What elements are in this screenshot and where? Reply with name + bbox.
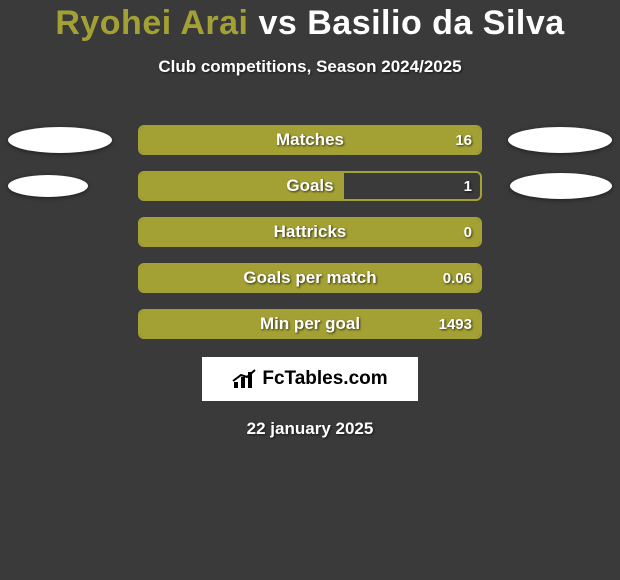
stat-label: Min per goal: [140, 311, 480, 337]
stat-value: 0.06: [443, 265, 472, 291]
logo-box[interactable]: FcTables.com: [202, 357, 418, 401]
stat-bar: Goals per match0.06: [138, 263, 482, 293]
stat-label: Hattricks: [140, 219, 480, 245]
vs-text: vs: [258, 4, 297, 42]
player2-blob: [510, 173, 612, 199]
page-title: Ryohei Arai vs Basilio da Silva: [0, 4, 620, 43]
stat-bar: Hattricks0: [138, 217, 482, 247]
stat-bar: Min per goal1493: [138, 309, 482, 339]
player2-name: Basilio da Silva: [307, 4, 564, 42]
stat-label: Matches: [140, 127, 480, 153]
stat-label: Goals per match: [140, 265, 480, 291]
stat-value: 1: [464, 173, 472, 199]
stat-row: Goals per match0.06: [0, 255, 620, 301]
logo-text: FcTables.com: [262, 368, 387, 390]
stat-row: Goals1: [0, 163, 620, 209]
stat-bar: Matches16: [138, 125, 482, 155]
stat-value: 1493: [439, 311, 472, 337]
stat-label: Goals: [140, 173, 480, 199]
bar-chart-icon: [232, 368, 258, 390]
stat-row: Hattricks0: [0, 209, 620, 255]
player1-blob: [8, 127, 112, 153]
player2-blob: [508, 127, 612, 153]
stat-bar: Goals1: [138, 171, 482, 201]
stat-row: Matches16: [0, 117, 620, 163]
stat-value: 16: [455, 127, 472, 153]
stat-row: Min per goal1493: [0, 301, 620, 347]
stat-rows: Matches16 Goals1 Hattricks0 Goals per match…: [0, 117, 620, 347]
subtitle: Club competitions, Season 2024/2025: [0, 57, 620, 77]
date-text: 22 january 2025: [0, 419, 620, 439]
comparison-card: Ryohei Arai vs Basilio da Silva Club com…: [0, 0, 620, 439]
stat-value: 0: [464, 219, 472, 245]
player1-blob: [8, 175, 88, 197]
player1-name: Ryohei Arai: [55, 4, 248, 42]
